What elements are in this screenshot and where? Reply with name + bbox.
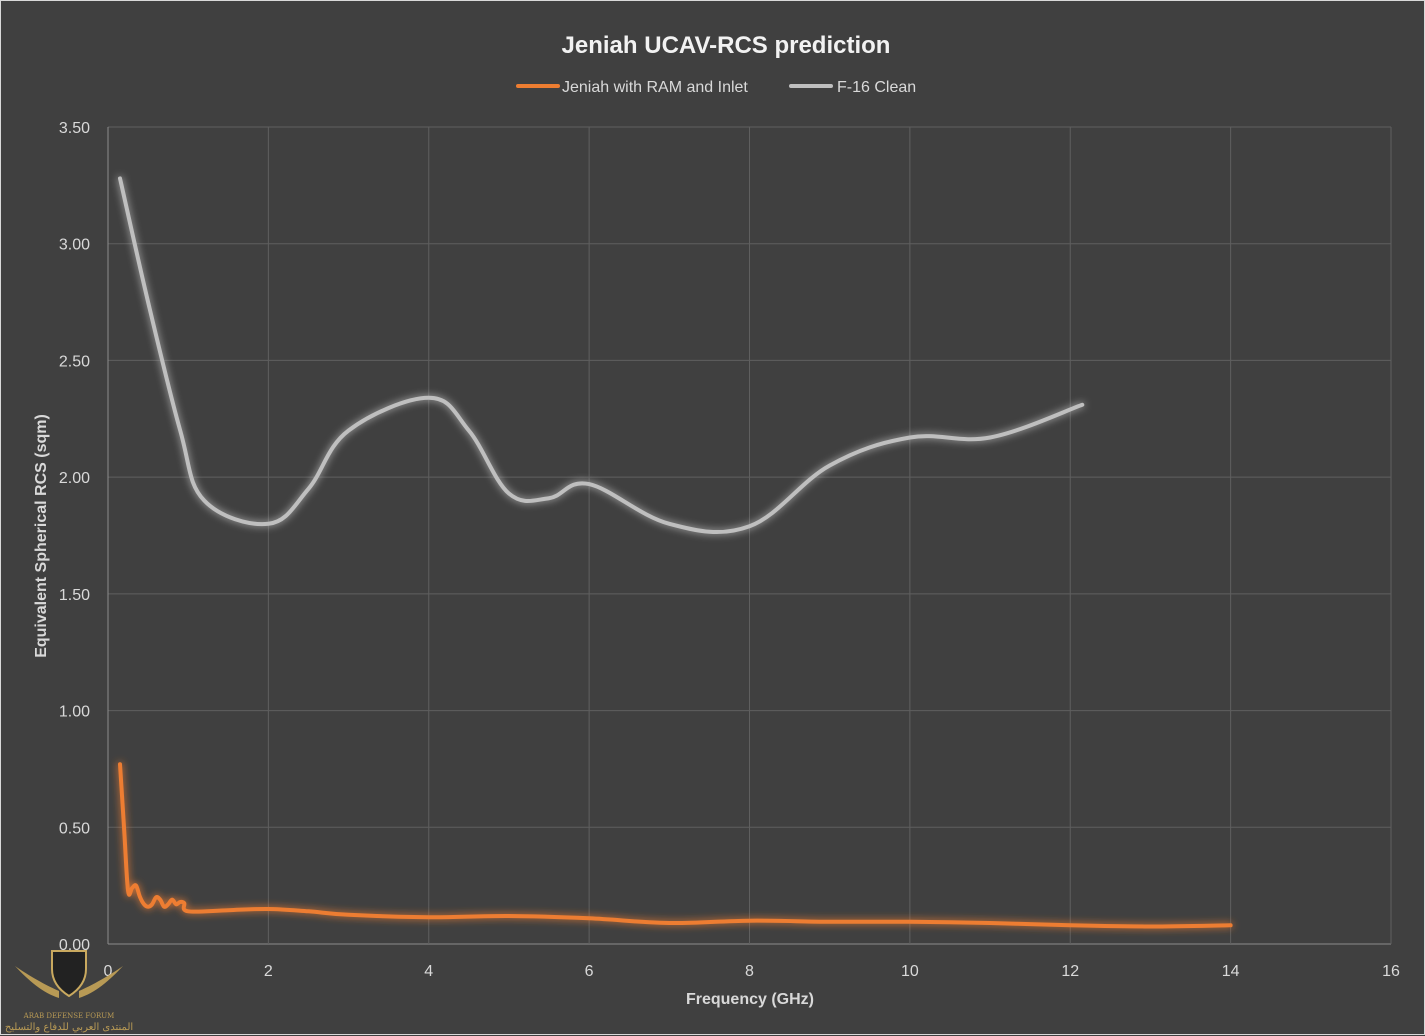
y-tick-label: 2.50 [59, 353, 90, 370]
x-tick-label: 2 [264, 963, 273, 980]
x-tick-label: 8 [745, 963, 754, 980]
y-tick-label: 1.50 [59, 587, 90, 604]
legend: Jeniah with RAM and Inlet F-16 Clean [516, 79, 916, 96]
y-axis-title: Equivalent Spherical RCS (sqm) [33, 414, 50, 658]
legend-label-f16: F-16 Clean [837, 79, 916, 96]
x-tick-label: 10 [901, 963, 919, 980]
chart-title: Jeniah UCAV-RCS prediction [562, 32, 891, 59]
series-line-f16 [118, 176, 1085, 535]
wing-right-icon [79, 966, 123, 998]
y-tick-label: 0.50 [59, 820, 90, 837]
series-line-jeniah [118, 762, 1233, 929]
x-tick-label: 16 [1382, 963, 1400, 980]
wing-left-icon [15, 966, 59, 998]
x-tick-label: 4 [424, 963, 433, 980]
watermark-arabic: المنتدى العربي للدفاع والتسليح [5, 1022, 133, 1033]
series-lines [118, 176, 1233, 929]
axis-ticks: 0.00 0.50 1.00 1.50 2.00 2.50 3.00 3.50 0 2 4 6 8 10 1… [59, 120, 1400, 980]
shield-icon [51, 950, 87, 998]
y-tick-label: 0.00 [59, 937, 90, 954]
x-tick-label: 12 [1061, 963, 1079, 980]
y-tick-label: 3.50 [59, 120, 90, 137]
y-tick-label: 2.00 [59, 470, 90, 487]
legend-label-jeniah: Jeniah with RAM and Inlet [562, 79, 748, 96]
y-tick-label: 1.00 [59, 704, 90, 721]
watermark-name: ARAB DEFENSE FORUM [23, 1012, 115, 1020]
watermark-logo: ARAB DEFENSE FORUM المنتدى العربي للدفاع… [5, 950, 133, 1033]
x-tick-label: 0 [104, 963, 113, 980]
gridlines [107, 126, 1392, 945]
x-tick-label: 14 [1222, 963, 1240, 980]
x-tick-label: 6 [585, 963, 594, 980]
y-tick-label: 3.00 [59, 237, 90, 254]
x-axis-title: Frequency (GHz) [686, 991, 814, 1008]
